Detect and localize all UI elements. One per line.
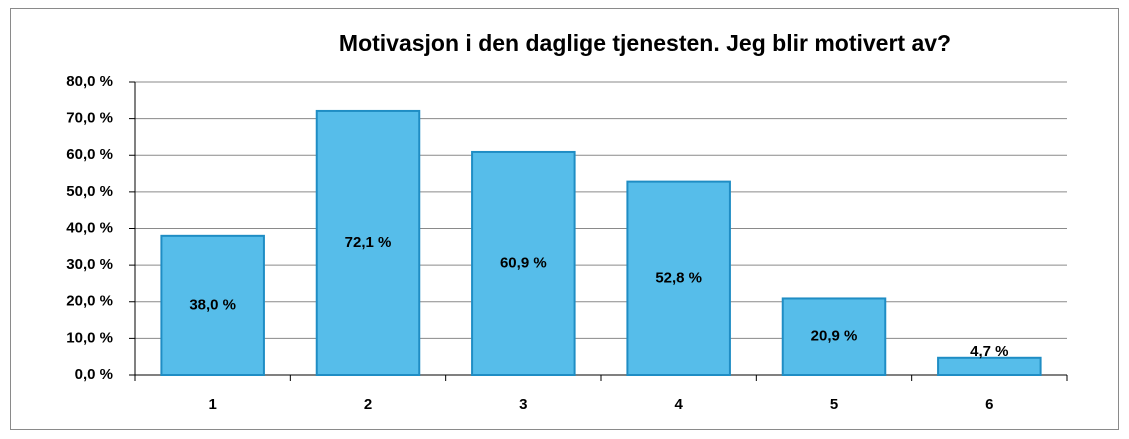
x-tick-label: 6 <box>985 396 993 413</box>
bar <box>471 150 576 376</box>
bar <box>781 297 887 376</box>
y-tick-label: 40,0 % <box>66 219 113 236</box>
bar <box>160 234 265 376</box>
y-tick-label: 50,0 % <box>66 183 113 200</box>
data-label: 72,1 % <box>345 234 392 251</box>
chart-title: Motivasjon i den daglige tjenesten. Jeg … <box>339 30 951 56</box>
data-label: 60,9 % <box>500 254 547 271</box>
bar <box>626 180 731 376</box>
x-tick-label: 4 <box>674 396 683 413</box>
y-tick-label: 10,0 % <box>66 329 113 346</box>
y-tick-label: 70,0 % <box>66 110 113 127</box>
x-tick-label: 5 <box>830 396 838 413</box>
bar <box>315 109 421 376</box>
x-tick-label: 1 <box>208 396 216 413</box>
data-label: 38,0 % <box>189 296 236 313</box>
data-label: 52,8 % <box>655 269 702 286</box>
y-tick-label: 20,0 % <box>66 293 113 310</box>
bar <box>937 356 1042 377</box>
y-tick-label: 60,0 % <box>66 146 113 163</box>
data-label: 20,9 % <box>811 328 858 345</box>
x-tick-label: 2 <box>364 396 372 413</box>
y-tick-label: 30,0 % <box>66 256 113 273</box>
x-tick-label: 3 <box>519 396 527 413</box>
data-label: 4,7 % <box>970 343 1008 360</box>
y-tick-label: 0,0 % <box>75 366 113 383</box>
y-tick-label: 80,0 % <box>66 73 113 90</box>
